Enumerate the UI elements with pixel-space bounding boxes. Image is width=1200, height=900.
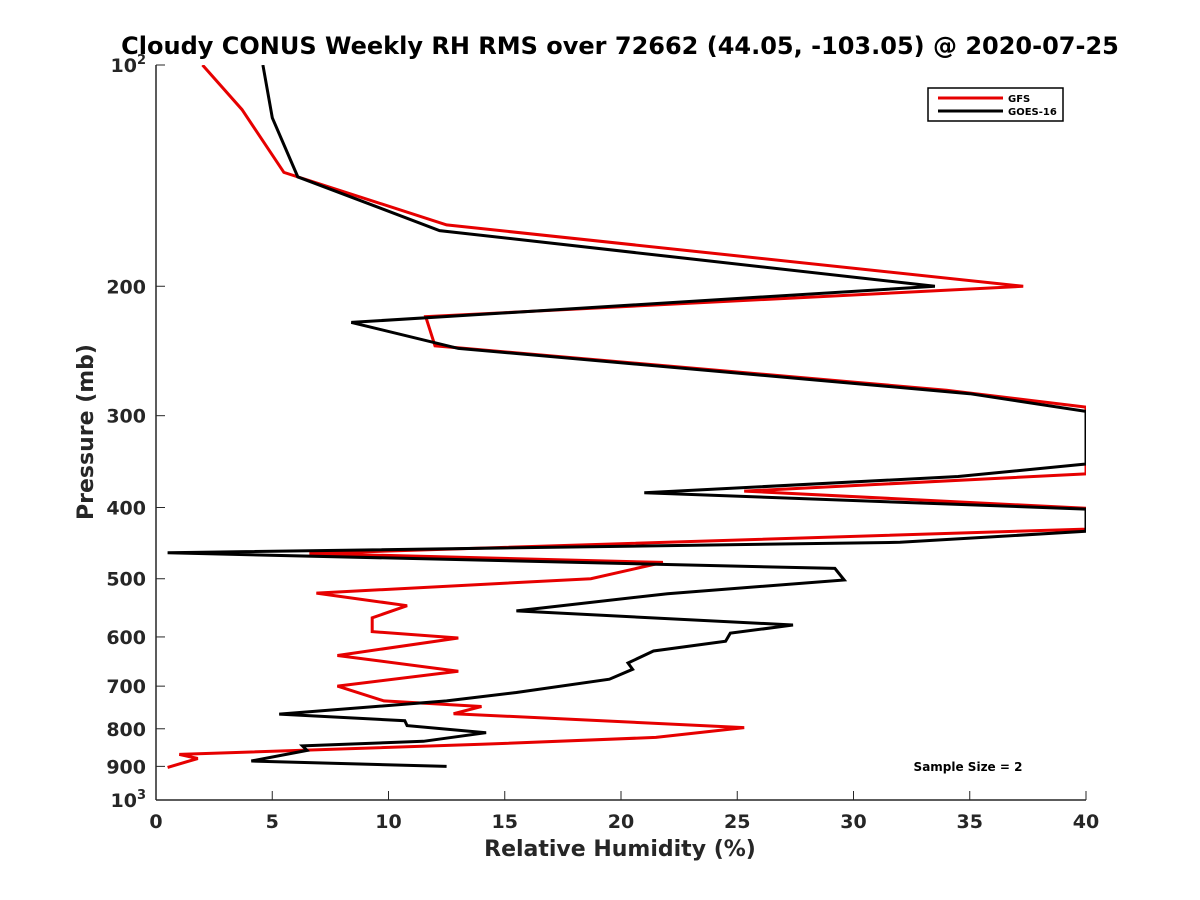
sample-size-annotation: Sample Size = 2 <box>914 760 1023 774</box>
series-group <box>167 65 1086 769</box>
x-tick-label: 30 <box>840 811 866 833</box>
legend-label: GOES-16 <box>1008 107 1057 118</box>
y-tick-label: 600 <box>106 627 146 649</box>
y-axis-label: Pressure (mb) <box>74 344 99 520</box>
legend: GFS GOES-16 <box>927 87 1064 122</box>
x-tick-label: 20 <box>608 811 634 833</box>
plot-area: 0 5 10 15 20 25 30 35 40 102 200 300 400 500 600 700 800… <box>106 53 1099 833</box>
y-tick-label: 200 <box>106 276 146 298</box>
y-tick-label: 103 <box>111 788 147 812</box>
y-tick-label: 700 <box>106 676 146 698</box>
y-tick-label: 800 <box>106 719 146 741</box>
chart-title: Cloudy CONUS Weekly RH RMS over 72662 (4… <box>121 32 1119 60</box>
series-line-goes-16 <box>167 65 1086 768</box>
y-tick-label: 300 <box>106 406 146 428</box>
x-tick-label: 25 <box>724 811 750 833</box>
x-tick-label: 0 <box>149 811 162 833</box>
x-tick-label: 15 <box>492 811 518 833</box>
y-tick-label: 400 <box>106 498 146 520</box>
y-tick-label: 900 <box>106 756 146 778</box>
legend-label: GFS <box>1008 94 1030 105</box>
series-line-gfs <box>167 65 1086 769</box>
x-axis-label: Relative Humidity (%) <box>484 837 756 862</box>
x-tick-label: 35 <box>957 811 983 833</box>
legend-box <box>927 87 1064 122</box>
y-tick-label: 102 <box>111 53 147 77</box>
y-tick-label: 500 <box>106 569 146 591</box>
x-tick-label: 10 <box>375 811 401 833</box>
x-tick-label: 40 <box>1073 811 1099 833</box>
x-tick-label: 5 <box>266 811 279 833</box>
